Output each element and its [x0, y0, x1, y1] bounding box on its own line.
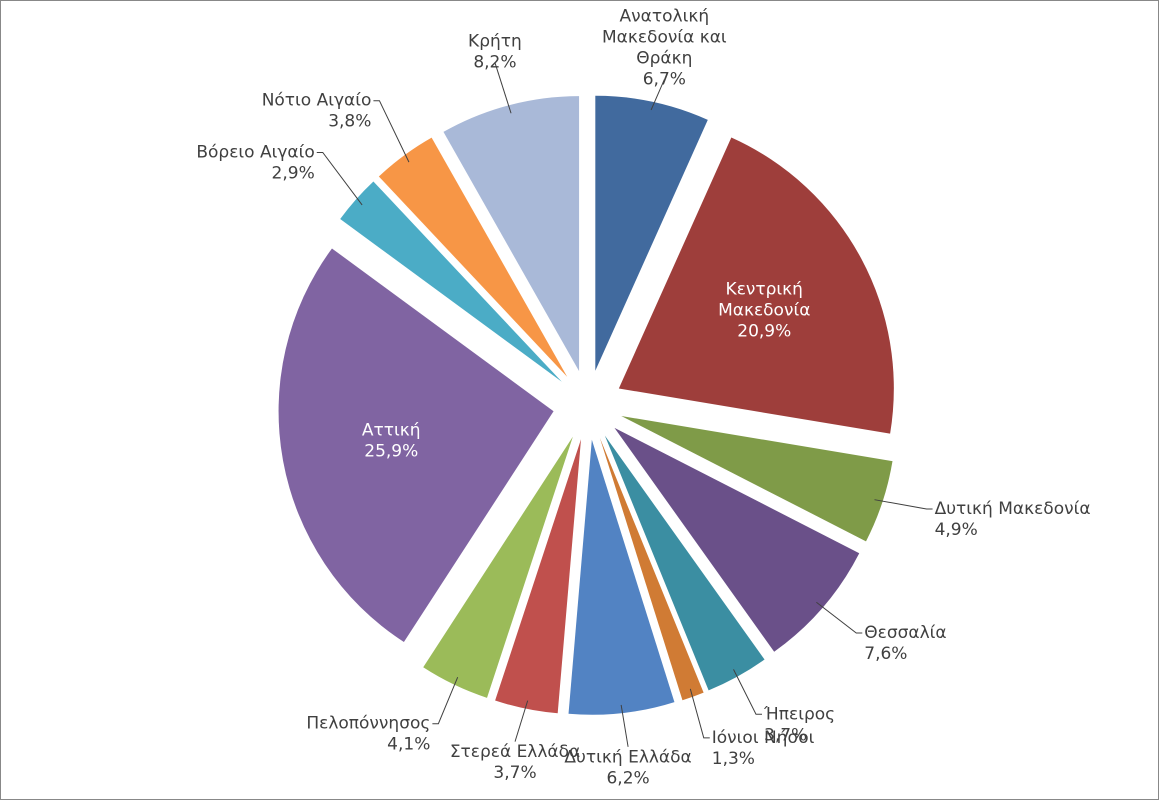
leader-line: [432, 676, 459, 725]
slice-label-line: Θράκη: [636, 49, 692, 69]
slice-label: Ανατολική Μακεδονία και Θράκη: [602, 7, 727, 69]
slice-value-label: 7,6%: [864, 644, 907, 664]
slice-label: Ήπειρος: [763, 704, 835, 724]
leader-line: [874, 499, 933, 510]
slice-value-label: 8,2%: [473, 53, 516, 73]
slice-label: Ιόνιοι Νήσοι: [712, 728, 815, 748]
slice-label: Βόρειο Αιγαίο: [196, 142, 314, 162]
slice-value-label: 3,8%: [328, 112, 371, 132]
slice-value-label: 6,7%: [643, 70, 686, 90]
slice-label: Θεσσαλία: [864, 623, 946, 643]
pie-slice: [595, 95, 708, 371]
slice-value-label: 1,3%: [712, 749, 755, 769]
leader-line: [816, 601, 863, 634]
slice-label-line: Πελοπόννησος: [306, 714, 430, 734]
slice-label-line: Κεντρική: [726, 279, 803, 299]
slice-value-label: 20,9%: [737, 321, 791, 341]
slice-label-line: Δυτική Ελλάδα: [564, 747, 691, 767]
slice-label: Στερεά Ελλάδα: [450, 742, 580, 762]
slice-value-label: 3,7%: [493, 763, 536, 783]
slice-label-line: Μακεδονία και: [602, 28, 727, 48]
slice-value-label: 6,2%: [606, 768, 649, 788]
pie-slice: [340, 181, 562, 382]
leader-line: [316, 151, 363, 206]
pie-slice: [443, 96, 580, 372]
slice-label-line: Δυτική Μακεδονία: [935, 499, 1091, 519]
pie-slice: [378, 137, 568, 377]
slice-label: Κρήτη: [468, 32, 522, 52]
slice-value-label: 3,7%: [764, 725, 807, 745]
pie-slice: [614, 427, 860, 652]
leader-line: [650, 79, 665, 111]
slice-value-label: 25,9%: [364, 441, 418, 461]
slice-value-label: 4,1%: [387, 735, 430, 755]
pie-slice: [495, 439, 582, 714]
slice-value-label: 4,9%: [935, 520, 978, 540]
pie-slice: [604, 435, 765, 691]
slice-label: Δυτική Ελλάδα: [564, 747, 691, 767]
slice-label: Νότιο Αιγαίο: [262, 91, 372, 111]
slice-label-line: Αττική: [362, 420, 421, 440]
leader-line: [373, 100, 410, 163]
pie-slice: [423, 436, 573, 698]
leader-line: [620, 704, 629, 747]
leader-line: [514, 700, 529, 742]
pie-slice: [568, 439, 675, 715]
leader-line: [494, 62, 512, 114]
slice-label-line: Μακεδονία: [718, 300, 810, 320]
slice-label: Πελοπόννησος: [306, 714, 430, 734]
slice-label-line: Στερεά Ελλάδα: [450, 742, 580, 762]
slice-label-line: Θεσσαλία: [864, 623, 946, 643]
pie-slice: [621, 415, 893, 542]
slice-label: Δυτική Μακεδονία: [935, 499, 1091, 519]
slice-label-line: Ήπειρος: [763, 704, 835, 724]
slice-label: Αττική: [362, 420, 421, 440]
pie-slice: [599, 437, 704, 701]
leader-line: [689, 688, 710, 739]
pie-slice: [278, 248, 554, 642]
slice-label-line: Βόρειο Αιγαίο: [196, 142, 314, 162]
slice-value-label: 2,9%: [272, 163, 315, 183]
slice-label-line: Νότιο Αιγαίο: [262, 91, 372, 111]
leader-line: [733, 669, 763, 715]
slice-label: Κεντρική Μακεδονία: [718, 279, 810, 320]
slice-label-line: Ιόνιοι Νήσοι: [712, 728, 815, 748]
slice-label-line: Ανατολική: [620, 7, 710, 27]
pie-slice: [618, 137, 894, 434]
slice-label-line: Κρήτη: [468, 32, 522, 52]
